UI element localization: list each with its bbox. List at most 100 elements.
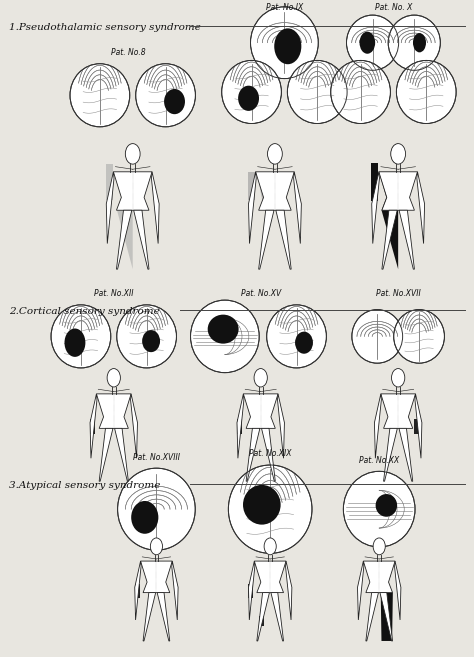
Polygon shape bbox=[381, 593, 393, 641]
Polygon shape bbox=[90, 394, 97, 459]
Ellipse shape bbox=[117, 305, 176, 368]
Polygon shape bbox=[237, 394, 244, 459]
Ellipse shape bbox=[267, 305, 327, 368]
Polygon shape bbox=[293, 172, 301, 244]
Polygon shape bbox=[271, 593, 283, 641]
Circle shape bbox=[254, 369, 267, 387]
Polygon shape bbox=[372, 172, 380, 244]
Polygon shape bbox=[380, 593, 392, 641]
Circle shape bbox=[264, 538, 276, 555]
Polygon shape bbox=[157, 593, 170, 641]
Circle shape bbox=[150, 538, 163, 555]
Polygon shape bbox=[256, 172, 275, 210]
Polygon shape bbox=[141, 561, 172, 593]
Polygon shape bbox=[262, 428, 275, 481]
Ellipse shape bbox=[51, 305, 111, 368]
Polygon shape bbox=[383, 428, 397, 481]
Polygon shape bbox=[143, 593, 155, 641]
Wedge shape bbox=[391, 144, 398, 164]
Text: Pat. No.XVIII: Pat. No.XVIII bbox=[133, 453, 180, 462]
Polygon shape bbox=[172, 561, 178, 620]
Ellipse shape bbox=[287, 60, 347, 124]
Circle shape bbox=[391, 144, 406, 164]
Ellipse shape bbox=[346, 15, 399, 70]
Polygon shape bbox=[246, 428, 260, 481]
Polygon shape bbox=[135, 561, 141, 620]
Polygon shape bbox=[259, 210, 274, 269]
Bar bbox=[248, 584, 254, 598]
Ellipse shape bbox=[394, 309, 445, 363]
Ellipse shape bbox=[295, 332, 313, 353]
Polygon shape bbox=[114, 172, 133, 269]
Ellipse shape bbox=[238, 85, 259, 111]
Ellipse shape bbox=[131, 501, 158, 533]
Polygon shape bbox=[248, 561, 255, 620]
Ellipse shape bbox=[70, 64, 130, 127]
Polygon shape bbox=[357, 561, 364, 620]
Text: Pat. No.IX: Pat. No.IX bbox=[266, 3, 303, 12]
Polygon shape bbox=[130, 394, 137, 459]
Polygon shape bbox=[276, 210, 291, 269]
Ellipse shape bbox=[208, 315, 238, 344]
Circle shape bbox=[267, 144, 283, 164]
Text: Pat. No.XVII: Pat. No.XVII bbox=[376, 289, 420, 298]
Bar bbox=[248, 171, 255, 200]
Text: Pat. No.XX: Pat. No.XX bbox=[359, 456, 399, 464]
Ellipse shape bbox=[222, 60, 282, 124]
Polygon shape bbox=[379, 172, 418, 210]
Polygon shape bbox=[255, 561, 286, 593]
Ellipse shape bbox=[118, 468, 195, 550]
Ellipse shape bbox=[331, 60, 391, 124]
Polygon shape bbox=[134, 210, 149, 269]
Polygon shape bbox=[381, 394, 416, 428]
Polygon shape bbox=[415, 394, 422, 459]
Polygon shape bbox=[364, 561, 395, 593]
Ellipse shape bbox=[388, 15, 440, 70]
Ellipse shape bbox=[413, 33, 426, 53]
Text: Pat. No.XIX: Pat. No.XIX bbox=[249, 449, 292, 459]
Text: Pat. No.XV: Pat. No.XV bbox=[241, 289, 281, 298]
Polygon shape bbox=[255, 172, 294, 210]
Polygon shape bbox=[115, 428, 128, 481]
Bar bbox=[371, 163, 378, 201]
Ellipse shape bbox=[274, 28, 301, 64]
Polygon shape bbox=[399, 210, 414, 269]
Text: Pat. No.8: Pat. No.8 bbox=[110, 48, 146, 57]
Polygon shape bbox=[99, 428, 113, 481]
Circle shape bbox=[125, 144, 140, 164]
Polygon shape bbox=[243, 394, 278, 428]
Ellipse shape bbox=[142, 330, 160, 352]
Ellipse shape bbox=[343, 471, 415, 547]
Polygon shape bbox=[113, 172, 152, 210]
Circle shape bbox=[392, 369, 405, 387]
Polygon shape bbox=[117, 210, 132, 269]
Ellipse shape bbox=[164, 89, 185, 114]
Polygon shape bbox=[285, 561, 292, 620]
Wedge shape bbox=[267, 144, 275, 164]
Circle shape bbox=[107, 369, 120, 387]
Polygon shape bbox=[248, 172, 256, 244]
Polygon shape bbox=[151, 172, 159, 244]
Polygon shape bbox=[366, 593, 378, 641]
Text: 1.Pseudothalamic sensory syndrome: 1.Pseudothalamic sensory syndrome bbox=[9, 23, 201, 32]
Circle shape bbox=[373, 538, 385, 555]
Polygon shape bbox=[382, 210, 397, 269]
Polygon shape bbox=[106, 172, 114, 244]
Text: 3.Atypical sensory syndrome: 3.Atypical sensory syndrome bbox=[9, 481, 161, 490]
Bar bbox=[388, 572, 392, 577]
Polygon shape bbox=[399, 428, 413, 481]
Bar bbox=[237, 419, 242, 434]
Ellipse shape bbox=[375, 494, 397, 517]
Ellipse shape bbox=[396, 60, 456, 124]
Text: Pat. No. X: Pat. No. X bbox=[375, 3, 412, 12]
Polygon shape bbox=[257, 593, 269, 641]
Polygon shape bbox=[96, 394, 131, 428]
Ellipse shape bbox=[228, 465, 312, 553]
Text: Pat. No.XII: Pat. No.XII bbox=[94, 289, 134, 298]
Polygon shape bbox=[417, 172, 425, 244]
Ellipse shape bbox=[243, 485, 281, 525]
Wedge shape bbox=[125, 144, 133, 164]
Ellipse shape bbox=[359, 32, 375, 54]
Bar bbox=[135, 584, 140, 598]
Text: 2.Cortical sensory syndrome: 2.Cortical sensory syndrome bbox=[9, 307, 160, 316]
